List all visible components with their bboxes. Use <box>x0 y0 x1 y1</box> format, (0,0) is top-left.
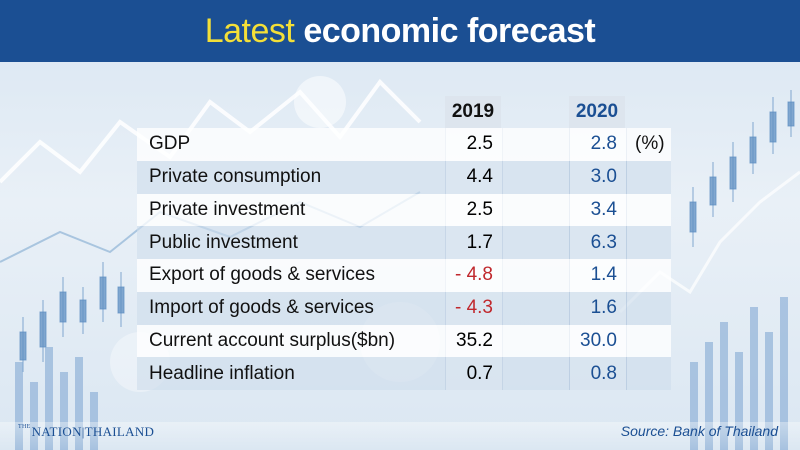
value-2019: 2.5 <box>466 198 493 220</box>
table-row: Headline inflation 0.7 0.8 <box>137 357 671 390</box>
title-accent: Latest <box>204 11 295 50</box>
row-label: Export of goods & services <box>149 264 375 286</box>
table-row: Import of goods & services - 4.3 1.6 <box>137 291 671 325</box>
logo-name: NATION|THAILAND <box>31 424 155 439</box>
page-title: Latest economic forecast <box>205 12 596 51</box>
title-bar: Latest economic forecast <box>0 0 800 62</box>
value-2019: 35.2 <box>456 329 493 351</box>
column-header-2020: 2020 <box>569 96 625 128</box>
value-2020: 3.0 <box>590 166 617 188</box>
row-label: Public investment <box>149 231 298 253</box>
row-label: Import of goods & services <box>149 297 374 319</box>
table-row: Private investment 2.5 3.4 <box>137 193 671 227</box>
nation-thailand-logo: THENATION|THAILAND <box>18 424 154 440</box>
column-header-2019: 2019 <box>445 96 501 128</box>
row-label: Headline inflation <box>149 362 295 384</box>
value-2020: 2.8 <box>590 133 617 155</box>
value-2019: - 4.3 <box>454 297 493 319</box>
background-chart-graphic <box>0 76 800 450</box>
source-credit: Source: Bank of Thailand <box>620 423 778 439</box>
value-2019: 0.7 <box>466 362 493 384</box>
value-2020: 1.6 <box>590 297 617 319</box>
value-2019: - 4.8 <box>454 264 493 286</box>
table-row: GDP 2.5 2.8 (%) <box>137 128 671 161</box>
forecast-table: GDP 2.5 2.8 (%) Private consumption 4.4 … <box>137 128 671 390</box>
row-label: Private consumption <box>149 166 322 188</box>
unit-label: (%) <box>635 133 665 155</box>
value-2020: 6.3 <box>590 231 617 253</box>
table-row: Current account surplus($bn) 35.2 30.0 <box>137 324 671 358</box>
value-2020: 0.8 <box>590 362 617 384</box>
value-2019: 4.4 <box>466 166 493 188</box>
value-2020: 30.0 <box>580 329 617 351</box>
title-rest: economic forecast <box>303 11 596 50</box>
value-2020: 1.4 <box>590 264 617 286</box>
value-2020: 3.4 <box>590 198 617 220</box>
value-2019: 1.7 <box>466 231 493 253</box>
row-label: Current account surplus($bn) <box>149 329 396 351</box>
table-row: Export of goods & services - 4.8 1.4 <box>137 259 671 292</box>
table-row: Private consumption 4.4 3.0 <box>137 160 671 194</box>
logo-prefix: THE <box>18 424 31 430</box>
row-label: GDP <box>149 133 191 155</box>
row-label: Private investment <box>149 198 306 220</box>
value-2019: 2.5 <box>466 133 493 155</box>
table-row: Public investment 1.7 6.3 <box>137 226 671 259</box>
